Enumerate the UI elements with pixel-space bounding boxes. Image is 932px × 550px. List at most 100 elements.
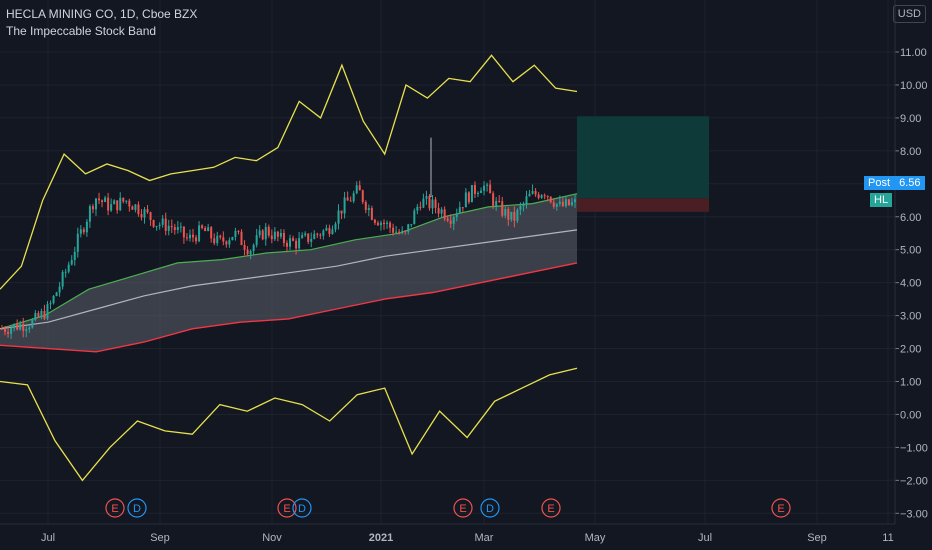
candle-body: [501, 201, 504, 216]
candle-body: [167, 225, 170, 231]
candle-body: [237, 230, 240, 232]
candle-body: [7, 331, 10, 334]
candle-body: [334, 223, 337, 230]
candle-body: [489, 184, 492, 194]
candle-body: [128, 200, 131, 207]
candle-body: [249, 250, 252, 255]
candle-body: [255, 235, 258, 245]
symbol-title[interactable]: HECLA MINING CO, 1D, Cboe BZX: [6, 7, 198, 21]
candle-body: [158, 224, 161, 227]
candle-body: [304, 233, 307, 236]
y-axis[interactable]: 11.0010.009.008.007.006.005.004.003.002.…: [894, 0, 928, 524]
event-marker-dividend: [127, 498, 147, 518]
candle-body: [201, 225, 204, 229]
candle-body: [449, 220, 452, 224]
y-tick-label: 6.00: [900, 212, 921, 224]
candle-body: [1, 328, 3, 330]
candle-body: [161, 218, 164, 225]
candle-body: [361, 190, 364, 202]
candle-body: [413, 210, 416, 225]
y-tick-label: −2.00: [900, 475, 928, 487]
candle-body: [119, 197, 122, 211]
x-axis[interactable]: Jul Sep Nov 2021 Mar May Jul Sep 11: [0, 523, 895, 544]
band-lower-line: [0, 262, 578, 353]
candle-body: [567, 199, 570, 206]
candle-body: [325, 227, 328, 231]
candle-body: [64, 271, 67, 273]
candle-body: [537, 194, 540, 198]
candle-body: [204, 228, 207, 232]
lower-envelope-line: [0, 367, 578, 482]
candle-body: [483, 185, 486, 191]
candle-body: [225, 241, 228, 245]
y-tick-label: 3.00: [900, 311, 921, 323]
candle-body: [570, 202, 573, 206]
y-tick-label: 2.00: [900, 344, 921, 356]
candle-body: [476, 192, 479, 194]
candle-body: [88, 206, 91, 222]
candle-body: [49, 303, 52, 305]
candle-body: [289, 238, 292, 247]
candle-body: [516, 209, 519, 221]
candle-body: [258, 230, 261, 236]
envelope-lines: [0, 54, 578, 482]
candle-body: [113, 200, 116, 205]
candle-body: [510, 211, 513, 220]
candle-body: [564, 199, 567, 207]
event-label: E: [283, 503, 290, 515]
candle-body: [443, 209, 446, 219]
candle-body: [143, 209, 146, 218]
candle-body: [519, 206, 522, 210]
indicator-title[interactable]: The Impeccable Stock Band: [6, 24, 157, 38]
candle-body: [534, 191, 537, 195]
candle-body: [195, 237, 198, 242]
event-marker-earnings: [105, 498, 125, 518]
candle-body: [546, 196, 549, 198]
candle-body: [228, 240, 231, 245]
candle-body: [52, 295, 55, 304]
candle-body: [455, 213, 458, 218]
y-tick-label: −1.00: [900, 442, 928, 454]
candle-body: [422, 198, 425, 208]
candle-body: [301, 235, 304, 239]
candle-body: [243, 244, 246, 250]
candle-body: [70, 260, 73, 265]
candle-body: [561, 201, 564, 207]
candle-body: [273, 231, 276, 240]
x-tick-label: Sep: [150, 532, 170, 544]
candle-body: [504, 209, 507, 216]
candle-body: [425, 196, 428, 199]
event-label: D: [298, 503, 306, 515]
candle-body: [31, 319, 34, 328]
candle-body: [389, 222, 392, 228]
candle-body: [122, 197, 125, 202]
event-marker-earnings: [771, 498, 791, 518]
x-tick-label: 2021: [369, 532, 393, 544]
candle-body: [173, 227, 176, 230]
candle-body: [295, 240, 298, 249]
candle-body: [28, 327, 31, 330]
stock-band: [0, 193, 578, 353]
candle-body: [76, 233, 79, 252]
chart-legend: HECLA MINING CO, 1D, Cboe BZX The Impecc…: [6, 6, 197, 40]
candle-body: [522, 203, 525, 207]
y-tick-label: 0.00: [900, 409, 921, 421]
candle-body: [107, 197, 110, 211]
y-tick-label: 11.00: [900, 47, 927, 59]
event-marker-dividend: [292, 498, 312, 518]
candle-body: [540, 195, 543, 198]
candle-body: [492, 193, 495, 206]
candle-body: [461, 207, 464, 209]
candle-body: [10, 328, 13, 334]
y-tick-label: −3.00: [900, 508, 928, 520]
candle-body: [376, 222, 379, 226]
y-tick-label: 1.00: [900, 377, 921, 389]
candle-body: [498, 200, 501, 202]
candle-body: [404, 230, 407, 232]
candle-body: [246, 249, 249, 255]
candle-body: [152, 220, 155, 227]
currency-badge[interactable]: USD: [892, 5, 926, 23]
candle-body: [270, 235, 273, 240]
candle-body: [261, 230, 264, 240]
